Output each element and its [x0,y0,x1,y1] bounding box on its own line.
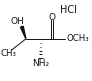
Text: O: O [48,12,55,22]
Text: OH: OH [11,17,25,26]
Text: NH₂: NH₂ [32,59,49,68]
Text: CH₃: CH₃ [1,49,17,58]
Text: HCl: HCl [60,5,76,15]
Polygon shape [20,26,26,39]
Text: OCH₃: OCH₃ [66,34,89,43]
